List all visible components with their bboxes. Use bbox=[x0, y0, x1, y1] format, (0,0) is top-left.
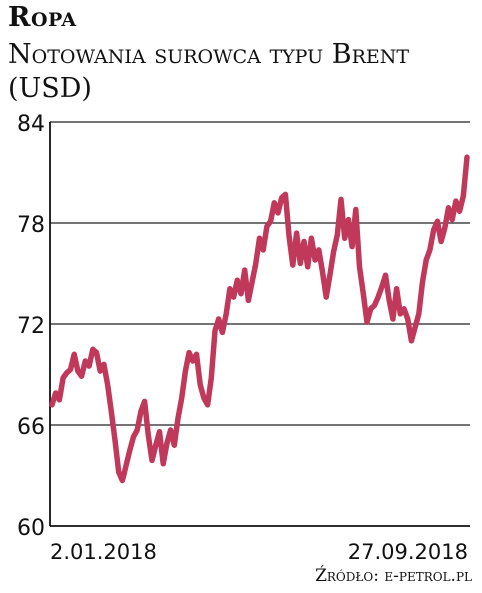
series-brent bbox=[49, 154, 470, 484]
y-tick-label: 78 bbox=[17, 213, 45, 238]
axis-frame bbox=[49, 122, 470, 527]
y-tick-label: 72 bbox=[17, 314, 45, 339]
y-tick-label: 84 bbox=[17, 112, 45, 137]
chart-subtitle: Notowania surowca typu Brent (USD) bbox=[8, 39, 410, 104]
grid bbox=[50, 121, 470, 426]
x-tick-label: 2.01.2018 bbox=[50, 540, 157, 564]
y-axis: 60 66 72 78 84 bbox=[17, 112, 45, 541]
source-note: Źródło: e-petrol.pl bbox=[315, 566, 472, 586]
x-axis: 2.01.2018 27.09.2018 bbox=[50, 540, 468, 564]
x-tick-label: 27.09.2018 bbox=[348, 540, 468, 564]
y-tick-label: 60 bbox=[17, 516, 45, 541]
series-line bbox=[49, 154, 470, 484]
y-tick-label: 66 bbox=[17, 415, 45, 440]
chart-title: Ropa bbox=[8, 2, 77, 33]
